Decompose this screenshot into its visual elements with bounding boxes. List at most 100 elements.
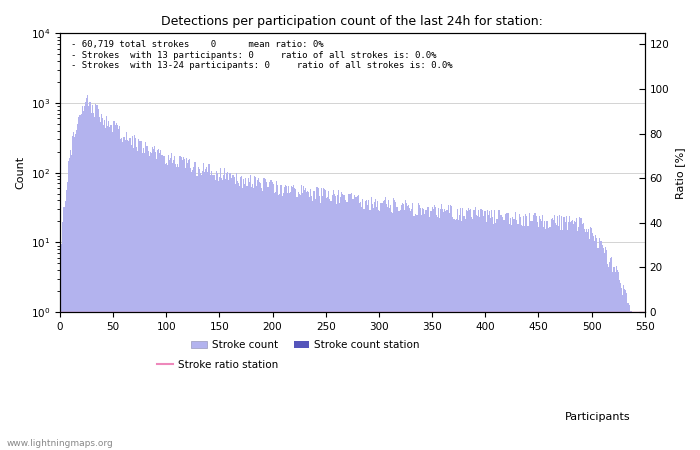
Bar [156,158,157,450]
Bar [103,125,104,450]
Bar [634,312,635,450]
Bar [230,179,232,450]
Bar [181,160,183,450]
Bar [435,207,436,450]
Bar [466,210,467,450]
Bar [254,176,255,450]
Bar [592,233,593,450]
Bar [426,210,427,450]
Bar [101,114,102,450]
Bar [222,180,223,450]
Bar [353,199,354,450]
Bar [276,181,277,450]
Bar [255,177,256,450]
Bar [586,229,587,450]
Bar [553,220,554,450]
Bar [195,162,197,450]
Bar [106,116,107,450]
Bar [307,191,308,450]
Bar [427,207,428,450]
Bar [337,195,338,450]
Bar [552,218,553,450]
Bar [270,180,271,450]
Bar [343,195,344,450]
Bar [474,210,475,450]
Bar [73,132,74,450]
Bar [533,213,535,450]
Bar [344,195,345,450]
Bar [250,175,251,450]
Bar [178,166,179,450]
Bar [174,156,175,450]
Bar [70,150,71,450]
Bar [297,197,298,450]
Bar [541,221,542,450]
Bar [204,172,205,450]
Bar [349,194,351,450]
Bar [87,95,88,450]
Bar [373,208,374,450]
Bar [557,216,558,450]
Bar [441,204,442,450]
Bar [605,247,606,450]
Bar [284,187,285,450]
Bar [336,203,337,450]
Bar [582,223,584,450]
Bar [232,175,234,450]
Bar [447,205,449,450]
Bar [410,211,412,450]
Bar [246,185,248,450]
Bar [206,167,207,450]
Bar [321,189,322,450]
Bar [428,207,429,450]
Bar [556,225,557,450]
Bar [299,194,300,450]
Bar [173,161,174,450]
Bar [612,272,613,450]
Bar [108,121,109,450]
Bar [590,226,591,450]
Bar [263,178,265,450]
Bar [105,129,106,450]
Bar [608,266,609,450]
Bar [394,200,395,450]
Bar [629,305,631,450]
Bar [170,158,171,450]
Bar [623,285,624,450]
Bar [422,208,423,450]
Bar [220,168,221,450]
Bar [455,220,456,450]
Bar [306,192,307,450]
Bar [252,184,253,450]
Bar [510,217,511,450]
Bar [385,197,386,450]
Bar [516,220,517,450]
Bar [113,122,115,450]
Bar [454,219,455,450]
Bar [148,156,150,450]
Bar [153,149,154,450]
Bar [205,169,206,450]
Bar [571,221,572,450]
Bar [261,188,262,450]
Bar [275,192,276,450]
Bar [574,221,575,450]
Bar [594,241,596,450]
Bar [640,312,641,450]
Bar [328,191,330,450]
Bar [248,182,250,450]
Bar [210,175,211,450]
Bar [287,193,288,450]
Bar [286,186,287,450]
Bar [551,219,552,450]
Bar [453,219,454,450]
Bar [475,207,476,450]
Bar [314,198,316,450]
Bar [132,148,134,450]
Bar [160,150,162,450]
Bar [524,226,525,450]
Bar [134,135,135,450]
Bar [470,209,471,450]
Bar [482,216,484,450]
Bar [152,147,153,450]
